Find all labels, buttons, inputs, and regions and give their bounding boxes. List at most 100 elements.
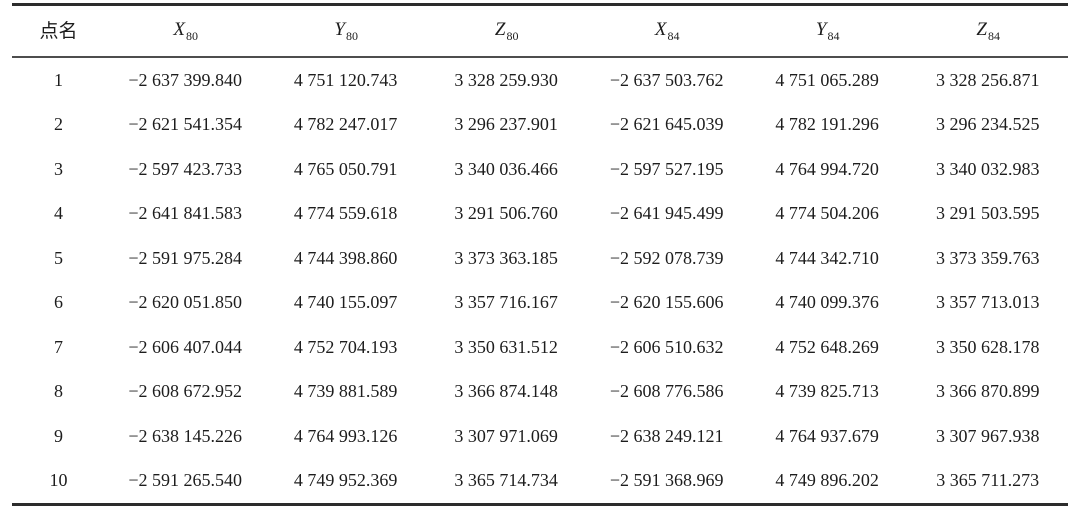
header-label: Z (494, 18, 506, 40)
column-header-z80: Z80 (426, 5, 587, 58)
column-header-y84: Y84 (747, 5, 908, 58)
table-row: 2 −2 621 541.354 4 782 247.017 3 296 237.90… (12, 103, 1068, 148)
coordinate-cell: −2 606 407.044 (128, 336, 242, 357)
header-label: Y (815, 18, 827, 40)
coordinate-cell: 3 296 234.525 (935, 114, 1040, 135)
coordinate-cell: 4 764 993.126 (293, 425, 398, 446)
column-header-point-name: 点名 (12, 5, 105, 58)
table-row: 7 −2 606 407.044 4 752 704.193 3 350 631.51… (12, 325, 1068, 370)
header-label: Y (334, 18, 345, 40)
coordinate-cell: 4 740 099.376 (775, 292, 879, 313)
point-id-cell: 2 (53, 114, 63, 135)
header-label: Z (976, 18, 987, 40)
coordinate-cell: −2 621 541.354 (128, 114, 242, 135)
table-row: 1 −2 637 399.840 4 751 120.743 3 328 259.93… (12, 57, 1068, 103)
coordinate-cell: −2 591 975.284 (128, 247, 242, 268)
header-label: X (173, 18, 185, 40)
coordinate-cell: 3 340 032.983 (935, 158, 1040, 179)
coordinate-cell: 3 350 628.178 (935, 336, 1040, 357)
coordinate-cell: −2 638 249.121 (609, 425, 724, 446)
coordinate-cell: −2 641 945.499 (609, 203, 724, 224)
header-subscript: 84 (988, 29, 1000, 44)
coordinate-cell: −2 606 510.632 (609, 336, 724, 357)
coordinate-cell: −2 620 051.850 (128, 292, 242, 313)
point-id-cell: 7 (53, 336, 63, 357)
coordinate-cell: −2 591 265.540 (128, 470, 242, 491)
header-row: 点名 X80 Y80 Z80 X84 Y84 Z84 (12, 4, 1068, 58)
header-subscript: 80 (506, 29, 519, 44)
column-header-x80: X80 (105, 5, 266, 58)
header-subscript: 84 (827, 29, 840, 44)
coordinate-cell: 3 365 714.734 (454, 470, 558, 491)
coordinate-cell: 3 373 363.185 (454, 247, 558, 268)
coordinate-cell: 3 291 503.595 (935, 203, 1040, 224)
coordinate-cell: 3 307 971.069 (454, 425, 558, 446)
coordinate-cell: 4 782 247.017 (293, 114, 398, 135)
coordinate-cell: 4 739 825.713 (775, 381, 879, 402)
point-id-cell: 10 (49, 470, 68, 491)
coordinate-cell: 4 774 504.206 (775, 203, 879, 224)
point-id-cell: 5 (53, 247, 63, 268)
coordinate-cell: −2 591 368.969 (609, 470, 724, 491)
coordinate-cell: 3 373 359.763 (935, 247, 1040, 268)
coordinate-cell: 4 782 191.296 (775, 114, 879, 135)
coordinate-cell: 3 350 631.512 (454, 336, 558, 357)
coordinate-cell: −2 620 155.606 (609, 292, 724, 313)
coordinate-cell: −2 637 503.762 (609, 69, 724, 90)
point-id-cell: 1 (53, 69, 63, 90)
point-id-cell: 6 (53, 292, 63, 313)
column-header-y80: Y80 (265, 5, 426, 58)
coordinate-cell: 4 740 155.097 (293, 292, 398, 313)
coordinate-cell: 4 774 559.618 (293, 203, 398, 224)
table-row: 5 −2 591 975.284 4 744 398.860 3 373 363.18… (12, 236, 1068, 281)
coordinate-cell: −2 621 645.039 (609, 114, 724, 135)
header-subscript: 80 (185, 29, 198, 44)
coordinate-cell: 3 291 506.760 (454, 203, 558, 224)
coordinate-cell: 3 357 716.167 (454, 292, 558, 313)
coordinate-cell: −2 641 841.583 (128, 203, 242, 224)
coordinate-cell: 4 764 937.679 (775, 425, 879, 446)
coordinate-cell: 4 751 120.743 (293, 69, 398, 90)
header-subscript: 80 (345, 29, 358, 44)
table-row: 3 −2 597 423.733 4 765 050.791 3 340 036.46… (12, 147, 1068, 192)
coordinate-cell: 4 749 952.369 (293, 470, 398, 491)
table-row: 4 −2 641 841.583 4 774 559.618 3 291 506.76… (12, 192, 1068, 237)
coordinate-cell: −2 592 078.739 (609, 247, 724, 268)
coordinate-cell: 4 752 704.193 (293, 336, 398, 357)
table-row: 6 −2 620 051.850 4 740 155.097 3 357 716.16… (12, 281, 1068, 326)
coordinate-cell: −2 608 672.952 (128, 381, 242, 402)
coordinate-cell: 3 328 256.871 (935, 69, 1040, 90)
column-header-z84: Z84 (907, 5, 1068, 58)
coordinate-cell: −2 637 399.840 (128, 69, 242, 90)
coordinate-cell: 4 752 648.269 (775, 336, 879, 357)
coordinate-cell: 4 749 896.202 (775, 470, 879, 491)
coordinate-cell: −2 597 423.733 (128, 158, 242, 179)
coordinate-table: 点名 X80 Y80 Z80 X84 Y84 Z84 1 −2 637 399.8… (12, 3, 1068, 506)
coordinate-cell: 3 357 713.013 (935, 292, 1040, 313)
header-subscript: 84 (667, 29, 680, 44)
header-label: 点名 (39, 21, 78, 43)
coordinate-cell: −2 608 776.586 (609, 381, 724, 402)
table-row: 8 −2 608 672.952 4 739 881.589 3 366 874.14… (12, 370, 1068, 415)
coordinate-cell: 3 328 259.930 (454, 69, 558, 90)
coordinate-cell: −2 638 145.226 (128, 425, 242, 446)
coordinate-cell: 4 751 065.289 (775, 69, 879, 90)
table-row: 10 −2 591 265.540 4 749 952.369 3 365 714.7… (12, 459, 1068, 505)
coordinate-cell: 4 765 050.791 (293, 158, 398, 179)
column-header-x84: X84 (586, 5, 747, 58)
point-id-cell: 8 (53, 381, 63, 402)
coordinate-cell: 3 365 711.273 (936, 470, 1040, 491)
coordinate-cell: 3 366 870.899 (935, 381, 1040, 402)
coordinate-cell: 3 307 967.938 (935, 425, 1040, 446)
coordinate-cell: −2 597 527.195 (609, 158, 724, 179)
point-id-cell: 3 (53, 158, 63, 179)
table-row: 9 −2 638 145.226 4 764 993.126 3 307 971.06… (12, 414, 1068, 459)
coordinate-cell: 4 744 398.860 (293, 247, 398, 268)
header-label: X (654, 18, 667, 40)
coordinate-cell: 4 744 342.710 (775, 247, 879, 268)
coordinate-cell: 3 340 036.466 (454, 158, 558, 179)
table-body: 1 −2 637 399.840 4 751 120.743 3 328 259.93… (12, 57, 1068, 505)
coordinate-cell: 3 366 874.148 (454, 381, 558, 402)
point-id-cell: 4 (53, 203, 63, 224)
point-id-cell: 9 (53, 425, 63, 446)
